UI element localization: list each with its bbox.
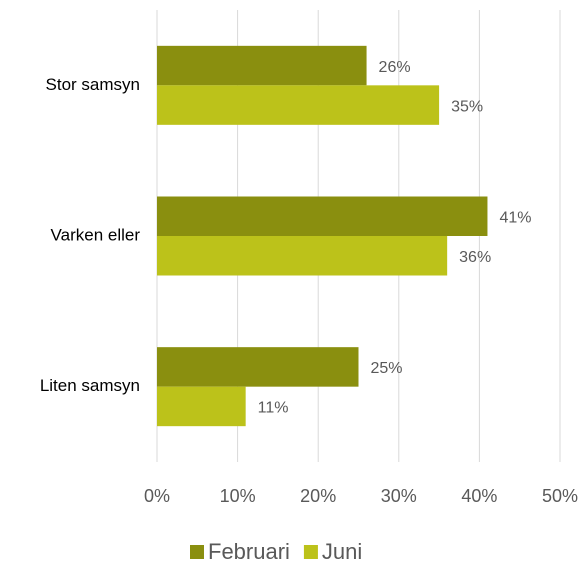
y-tick-label: Varken eller: [51, 225, 141, 244]
x-tick-label: 20%: [300, 486, 336, 506]
bar: [157, 196, 488, 236]
x-tick-label: 30%: [381, 486, 417, 506]
x-tick-label: 10%: [220, 486, 256, 506]
bar: [157, 45, 367, 86]
legend-swatch: [190, 545, 204, 559]
data-label: 41%: [499, 209, 531, 226]
data-label: 11%: [258, 400, 289, 417]
bar: [157, 386, 246, 427]
x-tick-label: 50%: [542, 486, 578, 506]
bar: [157, 85, 440, 125]
y-tick-label: Liten samsyn: [40, 376, 140, 395]
legend-label: Juni: [322, 539, 362, 564]
data-label: 36%: [459, 249, 491, 266]
data-label: 26%: [379, 59, 411, 76]
x-tick-label: 0%: [144, 486, 170, 506]
bar: [157, 347, 359, 387]
data-label: 25%: [371, 360, 403, 377]
y-tick-label: Stor samsyn: [46, 75, 140, 94]
legend-swatch: [303, 545, 318, 559]
x-tick-label: 40%: [461, 486, 497, 506]
bar: [157, 236, 448, 276]
data-label: 35%: [451, 98, 483, 115]
legend-label: Februari: [208, 539, 290, 564]
